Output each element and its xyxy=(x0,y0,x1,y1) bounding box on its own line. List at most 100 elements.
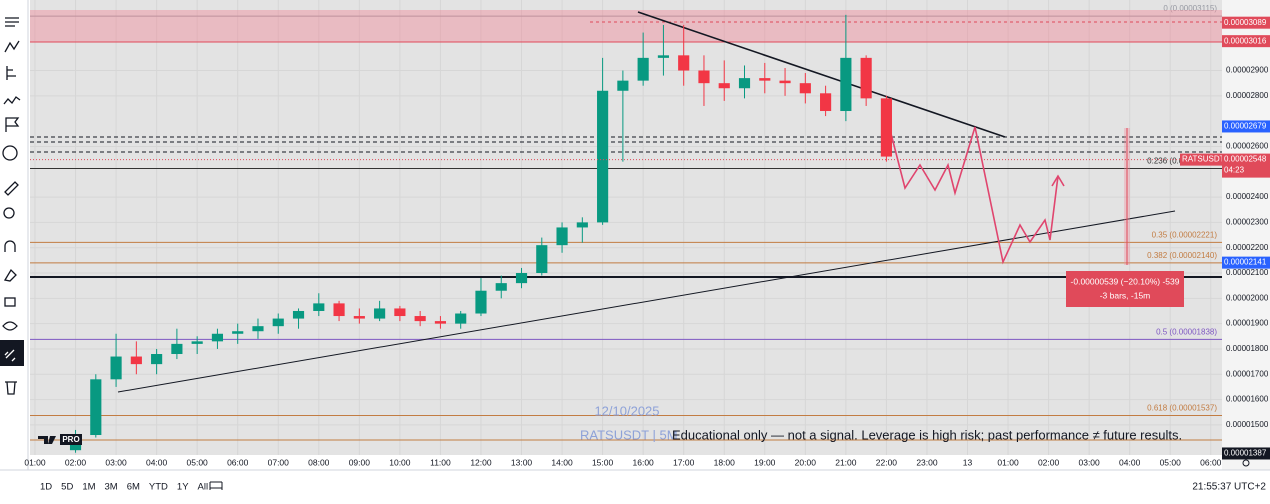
tool-ruler[interactable] xyxy=(4,181,19,196)
candle-body xyxy=(495,283,507,291)
y-tick-label: 0.00002900 xyxy=(1226,66,1269,75)
candle-body xyxy=(292,310,305,319)
candle-body xyxy=(597,90,609,223)
range-button[interactable]: 1M xyxy=(82,482,95,493)
y-tick-label: 0.00002200 xyxy=(1226,243,1269,252)
y-tick-label: 0.00002000 xyxy=(1226,293,1269,302)
countdown-label: 04:23 xyxy=(1224,166,1245,175)
symbol-tag xyxy=(1180,153,1222,166)
x-tick-label: 15:00 xyxy=(592,457,614,467)
candle-body xyxy=(617,80,629,91)
range-button[interactable]: 3M xyxy=(105,482,118,493)
footer: 21:55:37 UTC+2 1D 5D 1M 3M 6M YTD 1Y All xyxy=(40,481,1266,493)
candles xyxy=(69,14,892,453)
range-button[interactable]: 6M xyxy=(127,482,140,493)
tool-pattern[interactable] xyxy=(4,40,20,53)
x-tick-label: 23:00 xyxy=(916,457,938,467)
x-tick-label: 05:00 xyxy=(187,457,209,467)
y-tick-label: 0.00001500 xyxy=(1226,420,1269,429)
x-tick-label: 13 xyxy=(963,457,973,467)
tool-zoom[interactable] xyxy=(3,207,15,219)
x-tick-label: 08:00 xyxy=(308,457,330,467)
symbol-label: RATSUSDT xyxy=(1182,155,1225,164)
logo-badge xyxy=(60,434,82,445)
x-tick-label: 17:00 xyxy=(673,457,695,467)
x-tick-label: 05:00 xyxy=(1160,457,1182,467)
candle-body xyxy=(455,313,467,324)
date-range-icon[interactable] xyxy=(209,481,223,490)
fib-label: 0.35 (0.00002221) xyxy=(1152,230,1218,239)
price-tag xyxy=(1222,256,1270,269)
plot-area xyxy=(30,0,1222,455)
overlay: -0.00000539 (−20.10%) -539 -3 bars, -15m… xyxy=(38,271,1184,445)
drawings xyxy=(30,10,1222,441)
x-tick-label: 02:00 xyxy=(1038,457,1060,467)
tool-link[interactable] xyxy=(4,349,16,362)
disclaimer: Educational only — not a signal. Leverag… xyxy=(672,427,1182,442)
candle-body xyxy=(313,303,325,311)
candle-body xyxy=(738,78,751,89)
candle-body xyxy=(130,356,142,365)
falling-trendline xyxy=(637,11,1006,138)
range-button[interactable]: YTD xyxy=(149,482,168,493)
candle-body xyxy=(151,354,163,365)
tool-emoji[interactable] xyxy=(2,145,18,161)
y-tick-label: 0.00002800 xyxy=(1226,91,1269,100)
candle-body xyxy=(576,222,588,228)
tool-brush[interactable] xyxy=(3,96,21,105)
y-tick-label: 0.00001800 xyxy=(1226,344,1269,353)
tool-fib[interactable] xyxy=(6,66,16,80)
tool-trash[interactable] xyxy=(5,381,17,395)
y-tick-label: 0.00002400 xyxy=(1226,192,1269,201)
fib-label: 0.618 (0.00001537) xyxy=(1147,404,1217,413)
candle-body xyxy=(637,57,649,81)
projection-path xyxy=(887,121,1059,265)
x-tick-label: 18:00 xyxy=(714,457,736,467)
candle-body xyxy=(678,55,690,71)
candle-body xyxy=(333,303,345,317)
range-button[interactable]: All xyxy=(198,482,209,493)
x-tick-label: 03:00 xyxy=(1078,457,1100,467)
candle-body xyxy=(414,316,426,322)
tool-eye[interactable] xyxy=(2,321,18,331)
candle-body xyxy=(515,273,528,284)
candle-body xyxy=(556,227,568,246)
x-tick-label: 20:00 xyxy=(795,457,817,467)
range-button[interactable]: 1D xyxy=(40,482,52,493)
price-axis xyxy=(1222,0,1270,470)
tool-magnet[interactable] xyxy=(4,240,16,252)
y-tick-label: 0.00001900 xyxy=(1226,319,1269,328)
price-tag-label: 0.00003089 xyxy=(1224,18,1267,27)
candle-body xyxy=(840,57,852,112)
range-button[interactable]: 1Y xyxy=(177,482,189,493)
candle-body xyxy=(374,308,386,319)
x-tick-label: 14:00 xyxy=(551,457,573,467)
candle-body xyxy=(191,341,203,344)
watermark-date: 12/10/2025 xyxy=(594,403,659,418)
tool-flag[interactable] xyxy=(5,117,20,132)
y-tick-label: 0.00002100 xyxy=(1226,268,1269,277)
candle-body xyxy=(820,93,832,112)
x-tick-label: 22:00 xyxy=(876,457,898,467)
tool-draw-lock[interactable] xyxy=(3,268,17,282)
candle-body xyxy=(799,83,811,94)
supply-zone xyxy=(30,10,1222,42)
settings-icon[interactable] xyxy=(1242,459,1250,467)
candle-body xyxy=(718,83,730,89)
price-tag xyxy=(1222,35,1270,48)
candle-body xyxy=(252,326,264,332)
candle-body xyxy=(536,245,548,274)
clock: 21:55:37 UTC+2 xyxy=(1192,482,1266,493)
tool-link-active[interactable] xyxy=(0,340,24,366)
tool-lines[interactable] xyxy=(5,17,19,27)
candle-body xyxy=(232,331,244,334)
x-tick-label: 13:00 xyxy=(511,457,533,467)
range-button[interactable]: 5D xyxy=(61,482,73,493)
y-tick-label: 0.00001600 xyxy=(1226,395,1269,404)
x-tick-label: 07:00 xyxy=(268,457,290,467)
x-tick-label: 06:00 xyxy=(1200,457,1222,467)
y-tick-label: 0.00001700 xyxy=(1226,369,1269,378)
x-tick-label: 01:00 xyxy=(997,457,1019,467)
measure-text: -3 bars, -15m xyxy=(1100,290,1151,300)
tool-lock[interactable] xyxy=(4,297,16,307)
